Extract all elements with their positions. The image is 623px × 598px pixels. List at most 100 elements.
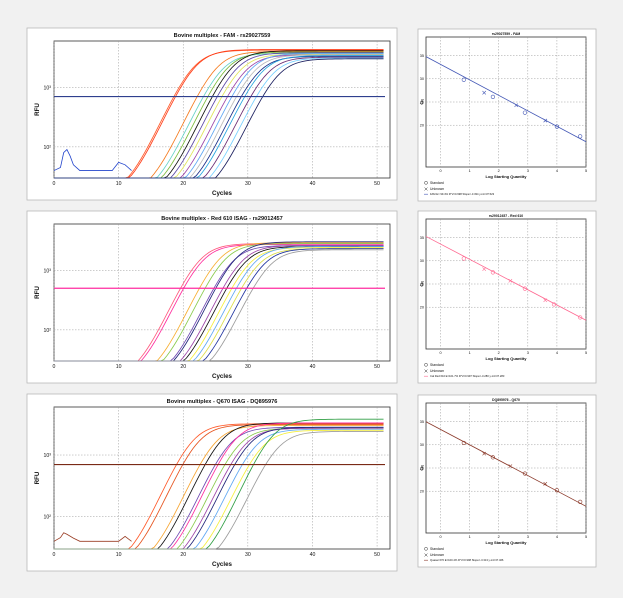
x-tick-label: 20 <box>180 552 186 558</box>
x-tick-label: 3 <box>527 351 529 355</box>
standard-point <box>490 270 496 275</box>
unknown-point-x <box>543 298 548 303</box>
standard-point <box>554 124 560 129</box>
y-tick-label: 30 <box>420 443 424 447</box>
y-tick-label: 25 <box>420 466 424 470</box>
regression-line <box>425 236 587 321</box>
standard-point <box>461 256 466 261</box>
x-axis-label: Cycles <box>212 190 233 197</box>
y-tick-label: 35 <box>420 54 424 58</box>
legend-unknown-marker <box>424 553 428 557</box>
chart-title: Bovine multiplex - Q670 ISAG - DQ895976 <box>167 399 278 405</box>
y-tick-label: 35 <box>420 420 424 424</box>
plot-area <box>53 40 391 179</box>
standard-curve-chart-3: 0 1 2 3 4 5 20 25 30 35 rs29012457 - Red 610 Log St… <box>417 210 597 384</box>
x-axis-label: Log Starting Quantity <box>486 174 528 179</box>
legend-unknown-label: Unknown <box>430 553 444 557</box>
baseline-noise-line <box>53 532 132 542</box>
standard-curve-title: rs29027559 - FAM <box>492 32 521 36</box>
unknown-point-x <box>482 451 487 456</box>
x-tick-label: 1 <box>469 169 471 173</box>
legend-standard-label: Standard <box>430 181 444 185</box>
x-tick-label: 2 <box>498 169 500 173</box>
chart-title: Bovine multiplex - Red 610 ISAG - rs2901… <box>161 216 283 222</box>
y-tick-label: 10² <box>44 515 52 521</box>
legend-unknown-marker <box>424 187 428 191</box>
baseline-noise-line <box>53 148 132 171</box>
y-tick-label: 20 <box>420 124 424 128</box>
unknown-point-x <box>543 118 548 123</box>
x-tick-label: 1 <box>469 351 471 355</box>
x-tick-label: 0 <box>53 364 56 370</box>
standard-point <box>490 94 496 99</box>
y-tick-label: 20 <box>420 306 424 310</box>
x-axis-label: Cycles <box>212 561 233 568</box>
y-tick-label: 10³ <box>44 453 52 459</box>
y-tick-label: 10³ <box>44 268 52 274</box>
x-tick-label: 5 <box>585 169 587 173</box>
y-axis-label: Cq <box>419 465 424 471</box>
y-tick-label: 10³ <box>44 85 52 91</box>
x-tick-label: 5 <box>585 535 587 539</box>
y-tick-label: 10² <box>44 328 52 334</box>
unknown-point-x <box>514 103 519 108</box>
standard-point <box>522 471 528 476</box>
x-tick-label: 50 <box>374 552 380 558</box>
x-tick-label: 40 <box>310 364 316 370</box>
x-tick-label: 5 <box>585 351 587 355</box>
legend-unknown-marker <box>424 369 428 373</box>
x-tick-label: 30 <box>245 552 251 558</box>
x-tick-label: 10 <box>116 181 122 187</box>
standard-curve-title: rs29012457 - Red 610 <box>489 214 523 218</box>
standard-point <box>578 315 583 320</box>
standard-point <box>578 134 583 139</box>
x-tick-label: 0 <box>53 181 56 187</box>
standard-curve-title: DQ895976 - Q670 <box>492 398 520 402</box>
x-tick-label: 30 <box>245 181 251 187</box>
y-axis-label: Cq <box>419 281 424 287</box>
legend-fit-statistics: Cal Red 610 E=101.7% R^2=0.997 Slope=-3.… <box>430 374 505 378</box>
x-tick-label: 3 <box>527 535 529 539</box>
chart-title: Bovine multiplex - FAM - rs29027559 <box>174 33 271 39</box>
standard-point <box>461 77 466 82</box>
x-tick-label: 30 <box>245 364 251 370</box>
x-tick-label: 2 <box>498 351 500 355</box>
standard-point <box>554 488 560 493</box>
x-tick-label: 4 <box>556 535 558 539</box>
y-tick-label: 20 <box>420 490 424 494</box>
legend-standard-marker <box>424 363 428 367</box>
amplification-chart-4: 0 10 20 30 40 50 10² 10³ Bovine multiplex - Q670… <box>26 393 398 572</box>
x-tick-label: 50 <box>374 364 380 370</box>
amplification-curve <box>54 430 384 550</box>
y-tick-label: 30 <box>420 259 424 263</box>
y-tick-label: 35 <box>420 236 424 240</box>
standard-point <box>551 302 557 307</box>
amplification-chart-0: 0 10 20 30 40 50 10² 10³ Bovine multiplex - FAM … <box>26 27 398 201</box>
legend-standard-marker <box>424 547 428 551</box>
standard-point <box>522 110 528 115</box>
unknown-point-x <box>508 278 513 283</box>
unknown-point-x <box>482 267 487 272</box>
y-axis-label: Cq <box>419 99 424 105</box>
x-tick-label: 0 <box>439 535 441 539</box>
x-tick-label: 0 <box>53 552 56 558</box>
legend-unknown-label: Unknown <box>430 369 444 373</box>
y-axis-label: RFU <box>34 471 41 484</box>
unknown-point-x <box>482 90 487 95</box>
standard-curve-chart-1: 0 1 2 3 4 5 20 25 30 35 rs29027559 - FAM Log Starti… <box>417 28 597 202</box>
unknown-point-x <box>508 464 513 469</box>
x-tick-label: 40 <box>310 552 316 558</box>
x-axis-label: Log Starting Quantity <box>486 540 528 545</box>
unknown-point-x <box>543 481 548 486</box>
legend-standard-label: Standard <box>430 547 444 551</box>
y-tick-label: 10² <box>44 145 52 151</box>
standard-point <box>578 499 583 504</box>
x-tick-label: 0 <box>439 351 441 355</box>
x-tick-label: 20 <box>180 181 186 187</box>
x-axis-label: Cycles <box>212 373 233 380</box>
amplification-chart-2: 0 10 20 30 40 50 10² 10³ Bovine multiplex - Red … <box>26 210 398 384</box>
x-tick-label: 0 <box>439 169 441 173</box>
y-tick-label: 25 <box>420 100 424 104</box>
y-tick-label: 30 <box>420 77 424 81</box>
